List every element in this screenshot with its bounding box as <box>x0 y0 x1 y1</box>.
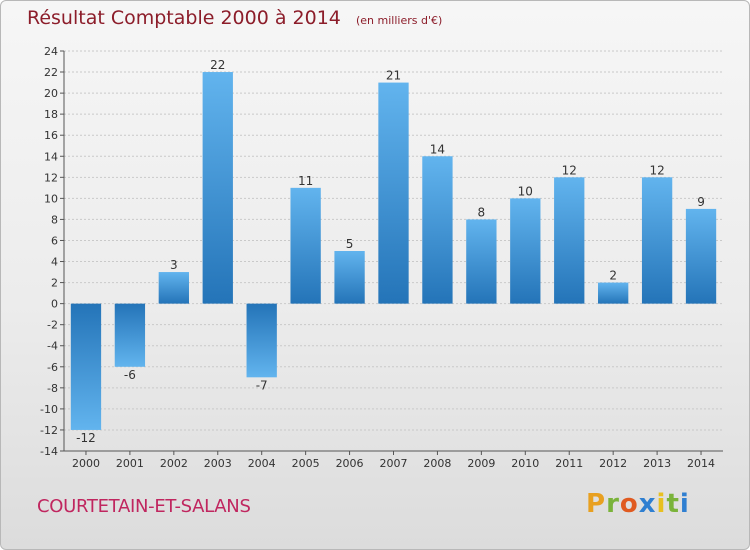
y-tick-label: 24 <box>44 45 58 58</box>
x-tick-label: 2000 <box>72 457 100 470</box>
x-tick-label: 2004 <box>248 457 276 470</box>
y-tick-label: 6 <box>51 234 58 247</box>
value-label: 10 <box>518 184 533 198</box>
x-tick-label: 2005 <box>292 457 320 470</box>
value-label: 5 <box>346 237 354 251</box>
proxiti-logo[interactable]: Proxiti <box>586 489 690 519</box>
y-tick-label: 2 <box>51 277 58 290</box>
bar <box>598 282 629 304</box>
bar <box>422 156 453 304</box>
y-tick-label: -14 <box>40 445 58 458</box>
value-label: 22 <box>210 58 225 72</box>
bar <box>246 303 277 378</box>
value-label: 12 <box>562 163 577 177</box>
x-tick-label: 2012 <box>599 457 627 470</box>
y-tick-label: -8 <box>47 382 58 395</box>
logo-letter: i <box>679 489 690 519</box>
value-label: -12 <box>76 431 96 445</box>
y-tick-label: -10 <box>40 403 58 416</box>
bar <box>641 177 673 304</box>
y-tick-label: 18 <box>44 108 58 121</box>
x-tick-label: 2003 <box>204 457 232 470</box>
bar <box>70 303 102 430</box>
value-label: 2 <box>609 269 617 283</box>
value-labels: -12 -6 3 22 -7 11 5 21 14 8 10 12 2 12 9 <box>76 58 705 445</box>
bar <box>202 72 233 304</box>
y-tick-label: -12 <box>40 424 58 437</box>
logo-letter: i <box>656 489 667 519</box>
value-label: -6 <box>124 368 136 382</box>
bar <box>510 198 541 304</box>
logo-letter: x <box>638 489 657 519</box>
bars <box>70 72 717 430</box>
bar <box>290 187 321 304</box>
value-label: 8 <box>478 205 486 219</box>
y-tick-label: -6 <box>47 361 58 374</box>
logo-letter: P <box>586 489 607 519</box>
x-tick-label: 2013 <box>643 457 671 470</box>
y-tick-label: 14 <box>44 150 58 163</box>
y-tick-label: -2 <box>47 319 58 332</box>
value-label: 9 <box>697 195 705 209</box>
value-label: 11 <box>298 174 313 188</box>
value-label: 14 <box>430 142 445 156</box>
logo-letter: r <box>606 489 620 519</box>
y-tick-label: 4 <box>51 256 58 269</box>
y-tick-label: -4 <box>47 340 58 353</box>
bar <box>114 303 146 367</box>
logo-letter: o <box>619 489 639 519</box>
y-tick-label: 10 <box>44 192 58 205</box>
x-tick-label: 2002 <box>160 457 188 470</box>
axes <box>63 51 723 455</box>
value-label: 21 <box>386 69 401 83</box>
y-tick-label: 12 <box>44 171 58 184</box>
x-tick-label: 2011 <box>555 457 583 470</box>
logo-letter: t <box>666 489 680 519</box>
y-tick-label: 8 <box>51 213 58 226</box>
y-tick-label: 16 <box>44 129 58 142</box>
value-label: -7 <box>256 378 268 392</box>
chart-title: Résultat Comptable 2000 à 2014 <box>27 7 341 29</box>
x-tick-label: 2014 <box>687 457 715 470</box>
x-tick-label: 2010 <box>511 457 539 470</box>
y-tick-label: 20 <box>44 87 58 100</box>
commune-name: COURTETAIN-ET-SALANS <box>37 496 251 517</box>
bar <box>378 82 409 304</box>
x-tick-label: 2009 <box>467 457 495 470</box>
bar <box>554 177 585 304</box>
x-tick-label: 2007 <box>380 457 408 470</box>
value-label: 12 <box>649 163 664 177</box>
y-tick-label: 22 <box>44 66 58 79</box>
value-label: 3 <box>170 258 178 272</box>
title-block: Résultat Comptable 2000 à 2014 (en milli… <box>27 7 442 29</box>
bar <box>334 251 365 304</box>
x-tick-label: 2008 <box>423 457 451 470</box>
y-tick-label: 0 <box>51 298 58 311</box>
bar <box>158 272 189 304</box>
unit-label: (en milliers d'€) <box>355 14 443 27</box>
x-tick-label: 2006 <box>336 457 364 470</box>
bar <box>466 219 497 304</box>
bar <box>685 208 717 304</box>
x-tick-labels: 2000 2001 2002 2003 2004 2005 2006 2007 2008 2009… <box>72 457 715 470</box>
x-tick-label: 2001 <box>116 457 144 470</box>
